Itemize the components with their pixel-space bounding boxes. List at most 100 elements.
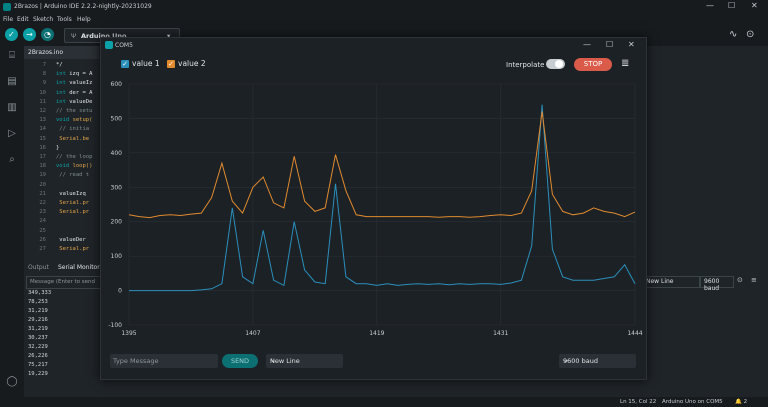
code-token: setup( [72, 117, 93, 124]
plotter-maximize-button[interactable]: ☐ [606, 40, 614, 49]
menu-edit[interactable]: Edit [17, 16, 29, 23]
chevron-down-icon: ⌄ [563, 356, 569, 364]
serial-message-input[interactable]: Message (Enter to send [26, 276, 102, 289]
serial-line: 32,229 [28, 344, 48, 350]
plotter-baud-select[interactable]: 9600 baud ⌄ [559, 354, 636, 368]
clear-icon[interactable]: ≣ [621, 58, 630, 69]
toggle-knob [555, 60, 563, 68]
plotter-minimize-button[interactable]: — [583, 40, 591, 49]
clear-output-icon[interactable]: ≡ [751, 276, 757, 284]
debug-sidebar-icon[interactable]: ▷ [8, 128, 16, 139]
code-token: void [56, 163, 73, 170]
code-token: int [56, 89, 70, 96]
maximize-button[interactable]: ☐ [728, 1, 736, 10]
line-number: 7 [42, 62, 46, 68]
code-line: 19 // read t [24, 172, 114, 181]
debug-icon: ◔ [44, 30, 51, 39]
file-tab[interactable]: 2Brazos.ino [24, 46, 99, 59]
line-number: 9 [42, 80, 46, 87]
stop-button[interactable]: STOP [574, 58, 612, 71]
code-line: 11 int valueDe [24, 99, 114, 108]
menu-sketch[interactable]: Sketch [33, 16, 54, 23]
timestamp-icon[interactable]: ⊙ [737, 276, 743, 284]
code-line: 21 valueIzq [24, 191, 114, 200]
send-button[interactable]: SEND [222, 354, 258, 368]
line-number: 17 [39, 154, 46, 160]
y-tick-label: 200 [111, 219, 123, 226]
arrow-right-icon: → [26, 30, 33, 39]
tab-serial-monitor[interactable]: Serial Monitor [58, 264, 100, 271]
code-token: } [56, 144, 60, 151]
line-number: 11 [39, 98, 46, 105]
plotter-app-icon [105, 41, 113, 49]
line-ending-value: New Line [646, 278, 674, 285]
legend-value1[interactable]: ✓ value 1 [121, 59, 160, 68]
serial-line: 29,216 [28, 317, 48, 323]
plotter-line-ending-select[interactable]: New Line ⌄ [266, 354, 343, 368]
code-token: // initia [56, 126, 90, 133]
serial-line: 26,226 [28, 353, 48, 359]
code-line: 9 int valueIz [24, 80, 114, 89]
plotter-title: COM5 [115, 42, 133, 49]
code-line: 14 // initia [24, 126, 114, 135]
code-token: valueIz [69, 80, 93, 87]
y-tick-label: -100 [108, 322, 122, 329]
code-line: 24 [24, 218, 114, 227]
cursor-position: Ln 15, Col 22 [620, 399, 657, 405]
sketchbook-icon[interactable]: ⌸ [9, 50, 15, 61]
menu-file[interactable]: File [3, 16, 14, 23]
interpolate-toggle[interactable] [546, 59, 565, 69]
tab-output[interactable]: Output [28, 264, 49, 271]
check-icon: ✓ [8, 30, 15, 39]
minimize-button[interactable]: — [706, 1, 714, 10]
code-line: 20 [24, 182, 114, 191]
account-icon[interactable]: ◯ [6, 376, 18, 387]
checkbox-icon: ✓ [167, 60, 175, 68]
line-number: 13 [39, 117, 46, 124]
menu-tools[interactable]: Tools [57, 16, 72, 23]
code-line: 15 Serial.be [24, 136, 114, 145]
x-tick-label: 1395 [121, 330, 136, 337]
code-line: 8 int izq = A [24, 71, 114, 80]
line-number: 8 [42, 71, 46, 78]
serial-plotter-icon[interactable]: ∿ [729, 29, 738, 40]
baud-select[interactable]: 9600 baud [700, 276, 734, 292]
debug-button[interactable]: ◔ [41, 28, 54, 41]
notifications-icon[interactable]: 🔔 2 [735, 399, 748, 405]
code-token: izq = A [69, 71, 93, 78]
code-line: 26 valueDer [24, 237, 114, 246]
close-button[interactable]: ✕ [751, 1, 758, 10]
plotter-close-button[interactable]: ✕ [628, 40, 635, 49]
serial-monitor-icon[interactable]: ⊙ [746, 29, 755, 40]
line-number: 16 [39, 144, 46, 151]
code-token: // read t [56, 172, 90, 179]
boards-manager-icon[interactable]: ▤ [7, 76, 17, 87]
file-tab-label: 2Brazos.ino [28, 49, 64, 56]
x-tick-label: 1431 [493, 330, 508, 337]
menu-bar: File Edit Sketch Tools Help [0, 14, 768, 25]
menu-help[interactable]: Help [77, 16, 91, 23]
y-tick-label: 100 [111, 253, 123, 260]
serial-line: 30,237 [28, 335, 48, 341]
line-number: 20 [39, 181, 46, 188]
y-tick-label: 0 [118, 288, 122, 295]
upload-button[interactable]: → [23, 28, 36, 41]
x-tick-label: 1419 [369, 330, 384, 337]
usb-icon: Ψ [71, 32, 77, 40]
library-manager-icon[interactable]: ▥ [7, 102, 17, 113]
plotter-message-input[interactable]: Type Message [110, 354, 218, 368]
code-token: Serial.pr [56, 246, 90, 252]
code-token: Serial.pr [56, 200, 90, 206]
verify-button[interactable]: ✓ [5, 28, 18, 41]
interpolate-label: Interpolate [506, 61, 545, 69]
search-icon[interactable]: ⌕ [9, 154, 15, 165]
code-token: valueDer [56, 236, 86, 243]
line-number: 15 [39, 135, 46, 142]
line-number: 25 [39, 227, 46, 234]
legend-value2[interactable]: ✓ value 2 [167, 59, 206, 68]
plot-chart: -100 0 100 200 300 400 500 600 1395 1407 1419 1431 1… [108, 81, 642, 337]
serial-line: 19,229 [28, 371, 48, 377]
code-token: // the loop [56, 154, 93, 160]
board-status: Arduino Uno on COM5 [662, 399, 723, 405]
line-ending-select[interactable]: New Line [642, 276, 700, 288]
